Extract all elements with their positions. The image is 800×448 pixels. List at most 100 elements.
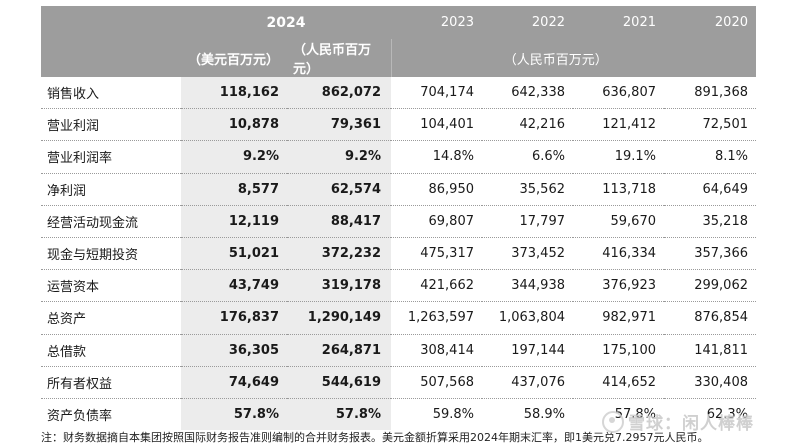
value-2020: 35,218 [664,204,756,238]
footnote: 注：财务数据摘自本集团按照国际财务报告准则编制的合并财务报表。美元金额折算采用2… [41,431,709,444]
value-2024-rmb: 372,232 [287,236,391,270]
value-2023: 475,317 [391,236,482,270]
header-label-cell [41,6,181,39]
value-2020: 876,854 [664,301,756,334]
value-2024-usd: 9.2% [181,140,287,174]
value-2020: 72,501 [664,108,756,141]
value-2024-rmb: 57.8% [287,397,391,431]
value-2022: 642,338 [511,85,565,101]
row-label: 总资产 [41,301,181,334]
value-2024-usd: 8,577 [181,172,287,206]
value-2024-rmb: 264,871 [287,333,391,367]
value-2024-rmb: 1,290,149 [287,301,391,334]
row-label: 运营资本 [41,269,181,302]
value-2024-rmb: 79,361 [287,108,391,141]
unit-rmb-header: （人民币百万元） [287,39,391,77]
row-label: 营业利润率 [41,140,181,174]
value-2023: 704,174 [420,85,474,101]
table-row: 资产负债率 57.8% 57.8% 59.8% 58.9% 57.8% 62.3% [41,397,756,431]
table-row: 净利润 8,577 62,574 86,950 35,562 113,718 64,649 [41,172,756,206]
value-2024-usd: 10,878 [181,108,287,141]
value-2024-rmb: 88,417 [287,204,391,238]
snowball-logo-icon [602,410,624,433]
value-2023: 308,414 [391,333,482,367]
table-body: 销售收入 118,162 862,072 704,174 642,338 636,807 8… [41,77,756,431]
value-2020: 299,062 [664,269,756,302]
financial-summary-table-container: 2024 2023 2022 2021 2020 （美元百万元） （人民币百万元… [41,6,756,431]
row-label: 经营活动现金流 [41,204,181,238]
table-row: 总借款 36,305 264,871 308,414 197,144 175,100 141… [41,333,756,367]
watermark-text: 雪球：闲人棒棒 [628,414,754,434]
value-2024-usd: 51,021 [181,236,287,270]
row-label: 所有者权益 [41,365,181,399]
value-2024-usd: 43,749 [181,269,287,302]
value-2021: 113,718 [573,172,664,206]
value-2023: 507,568 [391,365,482,399]
value-2020: 141,811 [664,333,756,367]
value-2022: 1,063,804 [482,301,573,334]
value-2023: 86,950 [391,172,482,206]
unit-header-row: （美元百万元） （人民币百万元） （人民币百万元） [41,39,756,77]
value-2020: 8.1% [664,140,756,174]
year-2024-header: 2024 [181,6,391,39]
value-2020: 64,649 [664,172,756,206]
value-2022: 35,562 [482,172,573,206]
unit-label-cell [41,39,181,77]
value-2020: 891,368 [694,85,748,101]
value-2022: 373,452 [482,236,573,270]
value-2020: 357,366 [664,236,756,270]
unit-usd-header: （美元百万元） [181,39,287,77]
value-2020: 62.3% [664,397,756,431]
value-2021: 416,334 [573,236,664,270]
value-2024-rmb: 9.2% [287,140,391,174]
table-row: 营业利润 10,878 79,361 104,401 42,216 121,412 72,5… [41,108,756,141]
unit-prev-years-text: （人民币百万元） [503,52,608,68]
row-label: 净利润 [41,172,181,206]
value-2021: 19.1% [573,140,664,174]
value-2021: 414,652 [573,365,664,399]
value-2021: 376,923 [573,269,664,302]
value-2020: 330,408 [664,365,756,399]
year-header-row: 2024 2023 2022 2021 2020 [41,6,756,39]
table-row: 运营资本 43,749 319,178 421,662 344,938 376,923 29… [41,269,756,302]
row-label: 销售收入 [47,87,100,103]
value-2023: 421,662 [391,269,482,302]
value-2023: 1,263,597 [391,301,482,334]
value-2021: 175,100 [573,333,664,367]
value-2024-rmb: 62,574 [287,172,391,206]
year-2020-header: 2020 [664,6,756,39]
year-2021-header: 2021 [573,6,664,39]
value-2024-usd: 12,119 [181,204,287,238]
value-2022: 344,938 [482,269,573,302]
table-row: 营业利润率 9.2% 9.2% 14.8% 6.6% 19.1% 8.1% [41,140,756,174]
table-row: 经营活动现金流 12,119 88,417 69,807 17,797 59,670 35,… [41,204,756,238]
value-2022: 437,076 [482,365,573,399]
value-2024-usd: 57.8% [181,397,287,431]
value-2024-usd: 36,305 [181,333,287,367]
value-2021: 982,971 [573,301,664,334]
value-2024-rmb: 862,072 [287,77,391,109]
row-label: 营业利润 [41,108,181,141]
value-2021: 59,670 [573,204,664,238]
value-2023: 69,807 [391,204,482,238]
value-2024-usd: 74,649 [181,365,287,399]
value-2021: 121,412 [573,108,664,141]
value-2022: 6.6% [482,140,573,174]
table-row: 销售收入 118,162 862,072 704,174 642,338 636,807 8… [41,77,756,109]
value-2021: 636,807 [602,85,656,101]
value-2024-rmb: 319,178 [287,269,391,302]
value-2023: 104,401 [391,108,482,141]
row-label: 现金与短期投资 [41,236,181,270]
year-2022-header: 2022 [482,6,573,39]
financial-summary-table: 2024 2023 2022 2021 2020 （美元百万元） （人民币百万元… [41,6,756,431]
watermark: 雪球：闲人棒棒 [602,409,754,434]
table-row: 所有者权益 74,649 544,619 507,568 437,076 414,652 3… [41,365,756,399]
value-2024-usd: 118,162 [181,77,287,109]
value-2023: 14.8% [391,140,482,174]
value-2022: 17,797 [482,204,573,238]
value-2024-usd: 176,837 [181,301,287,334]
value-2022: 197,144 [482,333,573,367]
value-2024-rmb: 544,619 [287,365,391,399]
row-label: 资产负债率 [41,397,181,431]
row-label: 总借款 [41,333,181,367]
